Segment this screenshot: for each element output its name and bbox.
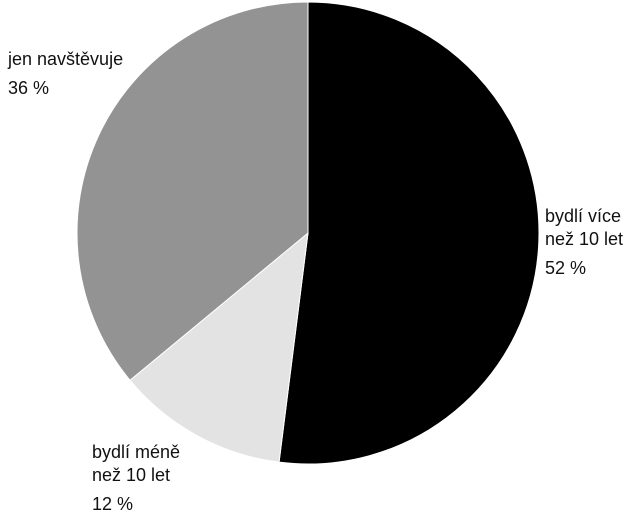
slice-label-less-than-10-years: bydlí méně než 10 let 12 % <box>92 441 180 516</box>
slice-percent-label: 12 % <box>92 494 134 514</box>
slice-label-more-than-10-years: bydlí více než 10 let 52 % <box>545 205 623 280</box>
slice-label-line: jen navštěvuje <box>8 49 124 69</box>
pie-slice-1 <box>129 231 309 463</box>
slice-label-line: než 10 let <box>92 465 171 485</box>
slice-label-line: bydlí méně <box>92 442 181 462</box>
pie-slice-0 <box>278 1 540 465</box>
slice-percent-label: 52 % <box>545 258 587 278</box>
slice-label-line: než 10 let <box>545 229 624 249</box>
slice-label-line: bydlí více <box>545 206 622 226</box>
slice-label-only-visits: jen navštěvuje 36 % <box>8 48 123 100</box>
slice-percent-label: 36 % <box>8 78 50 98</box>
pie-slice-2 <box>76 1 309 381</box>
